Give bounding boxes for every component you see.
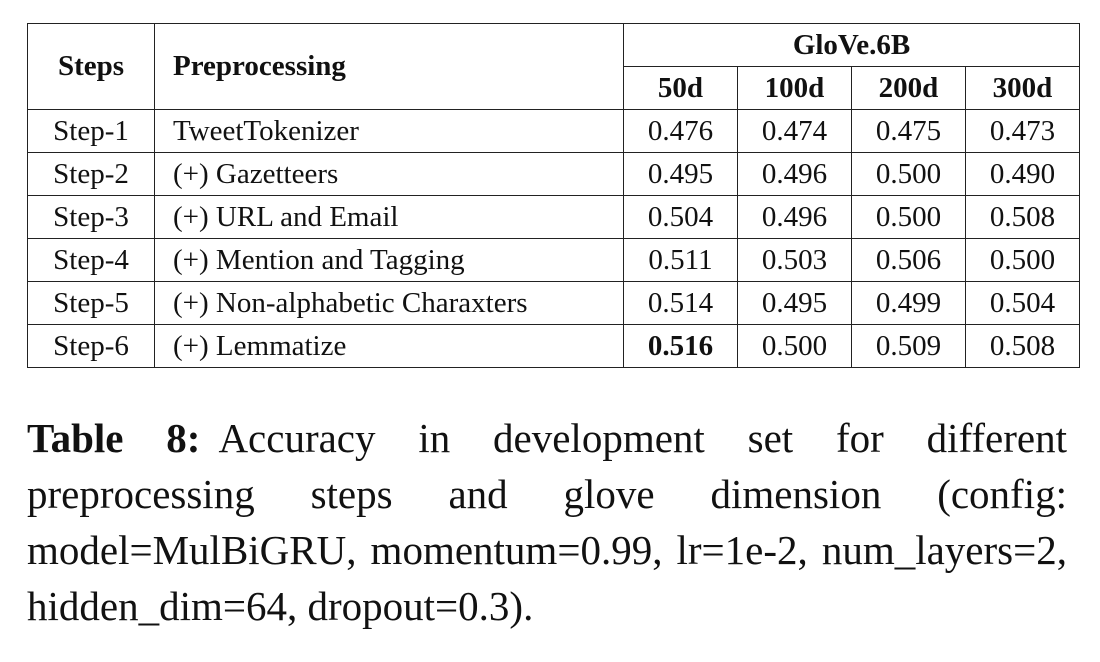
cell-preprocessing: (+) Gazetteers: [154, 152, 624, 196]
table-row: Step-3 (+) URL and Email 0.504 0.496 0.500 0.…: [27, 195, 1080, 239]
table-row: Step-5 (+) Non-alphabetic Charaxters 0.514…: [27, 281, 1080, 325]
cell-accuracy: 0.490: [965, 152, 1080, 196]
cell-preprocessing: (+) Non-alphabetic Charaxters: [154, 281, 624, 325]
cell-accuracy: 0.475: [851, 109, 966, 153]
cell-accuracy: 0.473: [965, 109, 1080, 153]
cell-accuracy: 0.508: [965, 324, 1080, 368]
cell-preprocessing: (+) URL and Email: [154, 195, 624, 239]
cell-accuracy: 0.514: [623, 281, 738, 325]
cell-step: Step-6: [27, 324, 155, 368]
results-table-container: Steps Preprocessing GloVe.6B 50d 100d 20…: [27, 23, 1080, 368]
table-row: Step-2 (+) Gazetteers 0.495 0.496 0.500 0.490: [27, 152, 1080, 196]
header-dim-300d: 300d: [965, 66, 1080, 110]
table-caption: Table 8: Accuracy in development set for …: [27, 410, 1067, 634]
cell-preprocessing: (+) Lemmatize: [154, 324, 624, 368]
header-dim-100d: 100d: [737, 66, 852, 110]
cell-accuracy: 0.476: [623, 109, 738, 153]
cell-step: Step-3: [27, 195, 155, 239]
cell-accuracy: 0.496: [737, 152, 852, 196]
results-table: Steps Preprocessing GloVe.6B 50d 100d 20…: [27, 23, 1080, 368]
cell-accuracy: 0.474: [737, 109, 852, 153]
cell-accuracy: 0.500: [965, 238, 1080, 282]
caption-label: Table 8:: [27, 415, 201, 461]
cell-accuracy: 0.511: [623, 238, 738, 282]
cell-step: Step-4: [27, 238, 155, 282]
cell-accuracy: 0.500: [737, 324, 852, 368]
header-steps: Steps: [27, 23, 155, 110]
header-dim-50d: 50d: [623, 66, 738, 110]
cell-accuracy: 0.516: [623, 324, 738, 368]
cell-accuracy: 0.496: [737, 195, 852, 239]
cell-accuracy: 0.500: [851, 195, 966, 239]
caption-text: Accuracy in development set for differen…: [27, 415, 1067, 629]
cell-preprocessing: TweetTokenizer: [154, 109, 624, 153]
cell-accuracy: 0.504: [623, 195, 738, 239]
cell-step: Step-2: [27, 152, 155, 196]
header-row-top: Steps Preprocessing GloVe.6B: [27, 23, 1080, 110]
table-row: Step-4 (+) Mention and Tagging 0.511 0.503 0…: [27, 238, 1080, 282]
header-preprocessing: Preprocessing: [154, 23, 624, 110]
table-row: Step-1 TweetTokenizer 0.476 0.474 0.475 0.473: [27, 109, 1080, 153]
cell-preprocessing: (+) Mention and Tagging: [154, 238, 624, 282]
cell-accuracy: 0.495: [623, 152, 738, 196]
header-dim-200d: 200d: [851, 66, 966, 110]
cell-step: Step-1: [27, 109, 155, 153]
cell-accuracy: 0.509: [851, 324, 966, 368]
header-glove-group: GloVe.6B: [623, 23, 1080, 67]
cell-accuracy: 0.503: [737, 238, 852, 282]
results-table-body: Step-1 TweetTokenizer 0.476 0.474 0.475 0.473…: [27, 109, 1080, 368]
cell-accuracy: 0.500: [851, 152, 966, 196]
cell-accuracy: 0.506: [851, 238, 966, 282]
cell-accuracy: 0.504: [965, 281, 1080, 325]
cell-accuracy: 0.499: [851, 281, 966, 325]
cell-accuracy: 0.508: [965, 195, 1080, 239]
table-row: Step-6 (+) Lemmatize 0.516 0.500 0.509 0.508: [27, 324, 1080, 368]
cell-step: Step-5: [27, 281, 155, 325]
cell-accuracy: 0.495: [737, 281, 852, 325]
